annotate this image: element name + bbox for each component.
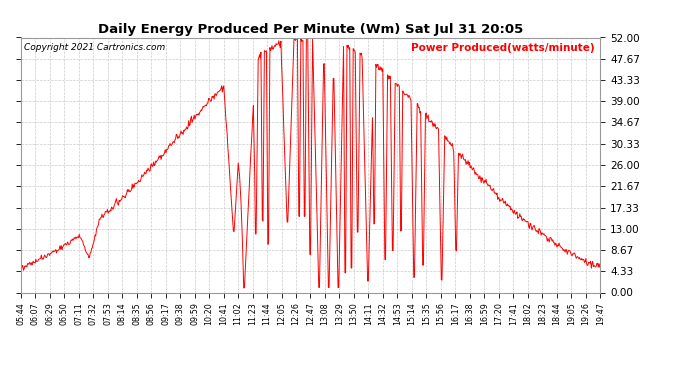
Title: Daily Energy Produced Per Minute (Wm) Sat Jul 31 20:05: Daily Energy Produced Per Minute (Wm) Sa… <box>98 23 523 36</box>
Text: Copyright 2021 Cartronics.com: Copyright 2021 Cartronics.com <box>23 43 165 52</box>
Text: Power Produced(watts/minute): Power Produced(watts/minute) <box>411 43 595 52</box>
